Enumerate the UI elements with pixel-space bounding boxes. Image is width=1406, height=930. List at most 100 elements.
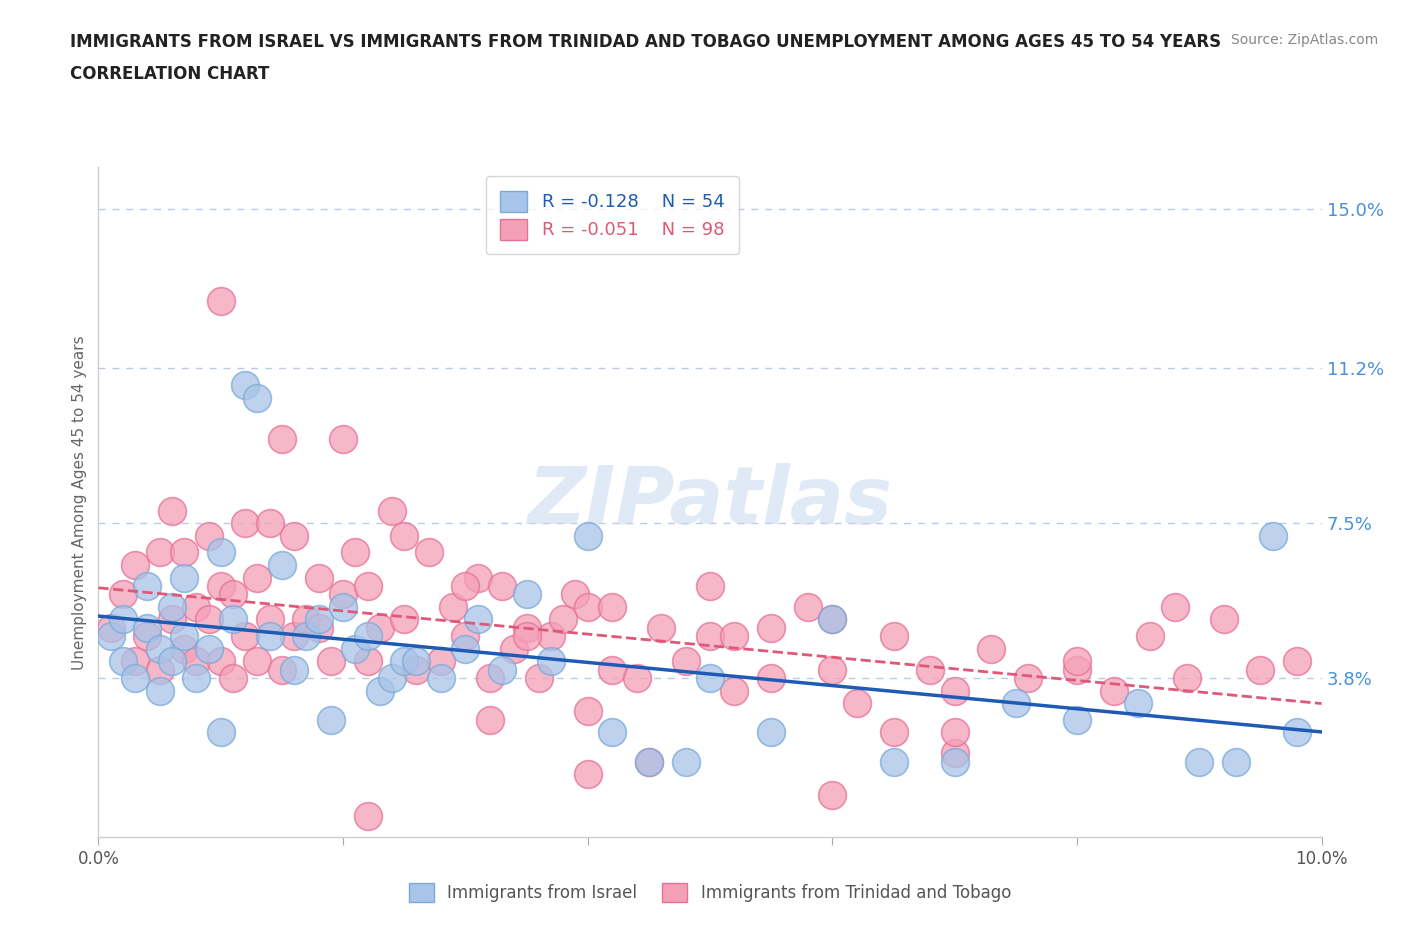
Point bbox=[920, 662, 942, 677]
Point bbox=[160, 654, 183, 669]
Point bbox=[467, 612, 489, 627]
Point bbox=[332, 587, 354, 602]
Point bbox=[943, 683, 966, 698]
Point bbox=[467, 570, 489, 585]
Point bbox=[759, 620, 782, 635]
Point bbox=[491, 662, 513, 677]
Point bbox=[368, 683, 391, 698]
Point bbox=[186, 600, 208, 615]
Point bbox=[600, 662, 623, 677]
Point bbox=[124, 654, 146, 669]
Point bbox=[186, 671, 208, 685]
Point bbox=[392, 654, 416, 669]
Point bbox=[1128, 696, 1150, 711]
Point bbox=[845, 696, 868, 711]
Point bbox=[308, 620, 330, 635]
Point bbox=[516, 620, 538, 635]
Point bbox=[160, 600, 183, 615]
Point bbox=[576, 600, 599, 615]
Point bbox=[246, 391, 269, 405]
Point bbox=[270, 558, 292, 573]
Point bbox=[356, 629, 378, 644]
Point bbox=[392, 612, 416, 627]
Point bbox=[699, 578, 721, 593]
Point bbox=[124, 558, 146, 573]
Point bbox=[1066, 662, 1088, 677]
Point bbox=[626, 671, 648, 685]
Point bbox=[1225, 754, 1247, 769]
Point bbox=[233, 378, 256, 392]
Point bbox=[233, 516, 256, 531]
Point bbox=[259, 629, 281, 644]
Point bbox=[356, 809, 378, 824]
Point bbox=[1139, 629, 1161, 644]
Point bbox=[344, 642, 367, 657]
Point bbox=[454, 642, 477, 657]
Point bbox=[283, 528, 305, 543]
Point bbox=[576, 528, 599, 543]
Point bbox=[173, 545, 195, 560]
Point bbox=[1066, 712, 1088, 727]
Point bbox=[209, 545, 232, 560]
Point bbox=[1261, 528, 1284, 543]
Point bbox=[883, 629, 905, 644]
Point bbox=[259, 612, 281, 627]
Point bbox=[356, 654, 378, 669]
Point bbox=[564, 587, 586, 602]
Point bbox=[418, 545, 440, 560]
Point bbox=[295, 612, 318, 627]
Text: CORRELATION CHART: CORRELATION CHART bbox=[70, 65, 270, 83]
Point bbox=[516, 587, 538, 602]
Point bbox=[980, 642, 1002, 657]
Point bbox=[759, 725, 782, 740]
Point bbox=[270, 662, 292, 677]
Point bbox=[883, 725, 905, 740]
Point bbox=[883, 754, 905, 769]
Point bbox=[308, 570, 330, 585]
Point bbox=[222, 671, 245, 685]
Point bbox=[111, 587, 134, 602]
Point bbox=[503, 642, 526, 657]
Point bbox=[368, 620, 391, 635]
Point bbox=[405, 654, 427, 669]
Point bbox=[186, 654, 208, 669]
Point bbox=[759, 671, 782, 685]
Point bbox=[699, 671, 721, 685]
Point bbox=[1286, 654, 1309, 669]
Point bbox=[1017, 671, 1039, 685]
Point bbox=[209, 654, 232, 669]
Point bbox=[1249, 662, 1271, 677]
Point bbox=[675, 754, 697, 769]
Point bbox=[821, 788, 844, 803]
Point bbox=[553, 612, 575, 627]
Point bbox=[209, 725, 232, 740]
Point bbox=[675, 654, 697, 669]
Point bbox=[797, 600, 820, 615]
Point bbox=[478, 671, 501, 685]
Point bbox=[600, 725, 623, 740]
Point bbox=[344, 545, 367, 560]
Point bbox=[576, 766, 599, 781]
Point bbox=[319, 654, 342, 669]
Point bbox=[1286, 725, 1309, 740]
Text: ZIPatlas: ZIPatlas bbox=[527, 463, 893, 541]
Point bbox=[491, 578, 513, 593]
Point bbox=[430, 654, 453, 669]
Point bbox=[136, 578, 159, 593]
Point bbox=[943, 725, 966, 740]
Point bbox=[124, 671, 146, 685]
Point bbox=[308, 612, 330, 627]
Point bbox=[173, 629, 195, 644]
Point bbox=[821, 612, 844, 627]
Point bbox=[821, 612, 844, 627]
Point bbox=[430, 671, 453, 685]
Point bbox=[319, 712, 342, 727]
Point bbox=[943, 754, 966, 769]
Point bbox=[197, 642, 219, 657]
Point bbox=[111, 612, 134, 627]
Point bbox=[392, 528, 416, 543]
Point bbox=[723, 683, 745, 698]
Point bbox=[332, 600, 354, 615]
Point bbox=[197, 528, 219, 543]
Point bbox=[637, 754, 661, 769]
